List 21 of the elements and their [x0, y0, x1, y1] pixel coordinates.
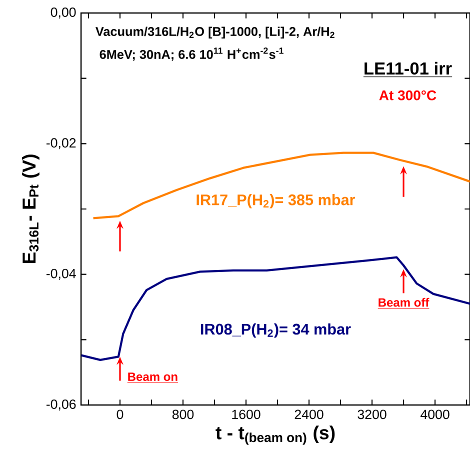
y-tick-label: -0,06 [46, 399, 76, 411]
y-tick-label: -0,04 [46, 268, 76, 280]
x-tick-label: 0 [116, 410, 124, 420]
line-series [92, 152, 470, 220]
text: Vacuum/316L/H$_{2}$O [B]-1000, [Li]-2, Ar/H$_{2}$ [96, 26, 334, 39]
x-tick-label: 2400 [294, 410, 324, 420]
text: IR08_P(H$_{2}$)= 34 mbar [200, 323, 351, 338]
y-axis-title: E$_{316L}$- E$_{Pt}$ (V) [22, 154, 40, 264]
annotation: Beam off [378, 298, 430, 307]
annotation: At 300°C [379, 90, 436, 100]
x-tick-label: 1600 [232, 410, 260, 420]
y-tick-label: -0,02 [46, 138, 76, 150]
x-tick-label: 3200 [358, 410, 386, 420]
text: 6MeV; 30nA; 6.6 10$^{11}$ H$^{+}$cm$^{-2}$s$^{-1}$ [100, 48, 284, 61]
series-label: IR17_P(H$_{2}$)= 385 mbar [196, 194, 356, 208]
annotation: Beam on [128, 372, 178, 381]
x-tick-label: 800 [172, 410, 194, 420]
x-tick-label: 4000 [420, 410, 450, 420]
x-axis-title: $\text{t - t}_{\text{(beam on)}}\text{ (s)}$ [216, 426, 335, 445]
annotation: LE11-01 irr [364, 62, 452, 75]
y-tick-label: 0,00 [50, 8, 76, 19]
